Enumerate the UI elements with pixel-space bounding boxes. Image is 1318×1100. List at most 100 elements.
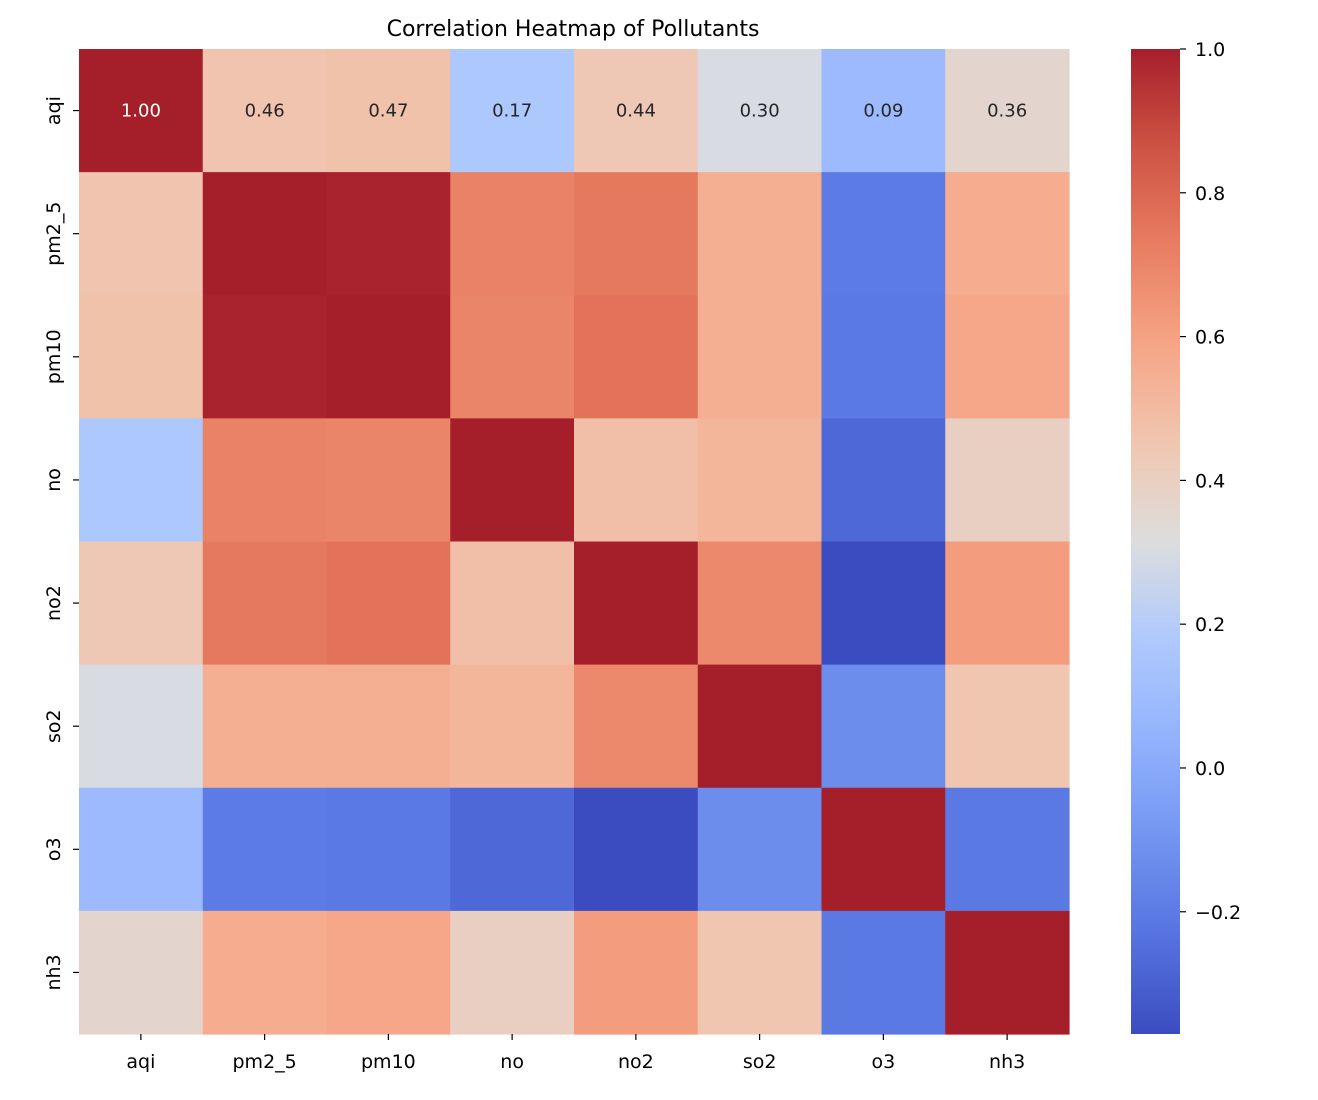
heatmap-cell-aqi-no2 xyxy=(574,49,699,173)
x-tick-label: o3 xyxy=(872,1051,896,1073)
heatmap-cell-no-so2 xyxy=(697,418,823,543)
cell-annotations: 1.00 0.46 0.47 0.17 0.44 0.30 0.09 0.36 xyxy=(121,101,1027,122)
heatmap-cell-pm10-o3 xyxy=(821,295,946,419)
x-tick-label: no xyxy=(500,1051,524,1073)
heatmap-cell-pm2_5-pm10 xyxy=(326,172,451,296)
heatmap-cell-pm2_5-o3 xyxy=(821,172,946,296)
heatmap-cell-pm10-so2 xyxy=(697,295,823,419)
cell-value-label: 0.09 xyxy=(863,101,903,122)
cell-value-label: 0.46 xyxy=(245,101,285,122)
heatmap-cell-pm10-no xyxy=(450,295,575,419)
heatmap-cell-o3-nh3 xyxy=(945,787,1070,912)
heatmap-cell-pm2_5-aqi xyxy=(79,172,204,296)
heatmap-cell-pm2_5-pm2_5 xyxy=(202,172,328,296)
x-tick-label: pm10 xyxy=(361,1051,416,1073)
y-axis: aqi pm2_5 pm10 no no2 so2 o3 nh3 xyxy=(43,96,79,991)
heatmap-cell-o3-pm10 xyxy=(326,787,451,912)
colorbar-gradient xyxy=(1131,49,1180,1034)
heatmap-cell-o3-so2 xyxy=(697,787,823,912)
heatmap-cell-nh3-pm10 xyxy=(326,910,451,1035)
heatmap-cell-pm2_5-nh3 xyxy=(945,172,1070,296)
heatmap-cell-aqi-nh3 xyxy=(945,49,1070,173)
x-tick-label: aqi xyxy=(126,1051,155,1073)
colorbar-tick-label: 1.0 xyxy=(1195,39,1225,61)
heatmap-cell-so2-aqi xyxy=(79,664,204,789)
heatmap-cell-no2-no2 xyxy=(574,541,699,666)
heatmap-cell-no-no xyxy=(450,418,575,543)
x-axis: aqi pm2_5 pm10 no no2 so2 o3 nh3 xyxy=(126,1034,1025,1073)
heatmap-cell-no2-so2 xyxy=(697,541,823,666)
heatmap-cell-nh3-o3 xyxy=(821,910,946,1035)
colorbar-tick-label: 0.6 xyxy=(1195,327,1225,349)
heatmap-cell-no2-pm2_5 xyxy=(202,541,328,666)
heatmap-cell-o3-aqi xyxy=(79,787,204,912)
colorbar-tick-label: 0.0 xyxy=(1195,758,1225,780)
heatmap-cell-nh3-so2 xyxy=(697,910,823,1035)
heatmap-cell-o3-no2 xyxy=(574,787,699,912)
heatmap-cell-so2-pm10 xyxy=(326,664,451,789)
heatmap-cell-no-pm2_5 xyxy=(202,418,328,543)
heatmap-cell-nh3-no xyxy=(450,910,575,1035)
cell-value-label: 0.17 xyxy=(492,101,532,122)
y-tick-label: pm2_5 xyxy=(43,202,65,266)
colorbar-tick-label: 0.8 xyxy=(1195,183,1225,205)
heatmap-cell-nh3-no2 xyxy=(574,910,699,1035)
heatmap-cell-aqi-pm2_5 xyxy=(202,49,328,173)
heatmap-cell-no-pm10 xyxy=(326,418,451,543)
x-tick-label: so2 xyxy=(743,1051,777,1073)
heatmap-cell-nh3-nh3 xyxy=(945,910,1070,1035)
heatmap-cell-no-nh3 xyxy=(945,418,1070,543)
cell-value-label: 0.44 xyxy=(616,101,656,122)
heatmap-cell-so2-no2 xyxy=(574,664,699,789)
cell-value-label: 0.30 xyxy=(740,101,780,122)
chart-title: Correlation Heatmap of Pollutants xyxy=(387,17,760,42)
colorbar-tick-label: 0.4 xyxy=(1195,470,1225,492)
heatmap-cell-pm10-no2 xyxy=(574,295,699,419)
heatmap-cell-no-o3 xyxy=(821,418,946,543)
heatmap-cell-aqi-aqi xyxy=(79,49,204,173)
heatmap-cell-aqi-so2 xyxy=(697,49,823,173)
heatmap-cell-no2-aqi xyxy=(79,541,204,666)
heatmap-cell-pm10-pm2_5 xyxy=(202,295,328,419)
heatmap-cell-no-aqi xyxy=(79,418,204,543)
cell-value-label: 0.47 xyxy=(368,101,408,122)
heatmap-cell-no2-pm10 xyxy=(326,541,451,666)
x-tick-label: no2 xyxy=(618,1051,654,1073)
y-tick-label: no2 xyxy=(43,585,65,621)
y-tick-label: aqi xyxy=(43,96,65,125)
heatmap-cell-no-no2 xyxy=(574,418,699,543)
cell-value-label: 0.36 xyxy=(987,101,1027,122)
heatmap-cell-so2-no xyxy=(450,664,575,789)
heatmap-cell-aqi-pm10 xyxy=(326,49,451,173)
heatmap-cell-pm10-pm10 xyxy=(326,295,451,419)
x-tick-label: pm2_5 xyxy=(233,1051,297,1073)
heatmap-cell-so2-pm2_5 xyxy=(202,664,328,789)
heatmap-cells xyxy=(79,49,1070,1035)
heatmap-cell-pm2_5-no2 xyxy=(574,172,699,296)
heatmap-cell-pm10-aqi xyxy=(79,295,204,419)
colorbar-tick-label: −0.2 xyxy=(1195,902,1241,924)
heatmap-cell-o3-pm2_5 xyxy=(202,787,328,912)
cell-value-label: 1.00 xyxy=(121,101,161,122)
y-tick-label: pm10 xyxy=(43,329,65,384)
colorbar-tick-label: 0.2 xyxy=(1195,614,1225,636)
heatmap-cell-no2-o3 xyxy=(821,541,946,666)
heatmap-cell-no2-no xyxy=(450,541,575,666)
heatmap-cell-aqi-no xyxy=(450,49,575,173)
heatmap-cell-no2-nh3 xyxy=(945,541,1070,666)
heatmap-cell-so2-o3 xyxy=(821,664,946,789)
x-tick-label: nh3 xyxy=(989,1051,1025,1073)
heatmap-cell-aqi-o3 xyxy=(821,49,946,173)
heatmap-cell-pm2_5-no xyxy=(450,172,575,296)
y-tick-label: so2 xyxy=(43,709,65,743)
heatmap-cell-so2-nh3 xyxy=(945,664,1070,789)
y-tick-label: o3 xyxy=(43,837,65,861)
heatmap-cell-nh3-aqi xyxy=(79,910,204,1035)
heatmap-cell-o3-no xyxy=(450,787,575,912)
heatmap-cell-pm10-nh3 xyxy=(945,295,1070,419)
y-tick-label: no xyxy=(43,468,65,492)
heatmap-cell-o3-o3 xyxy=(821,787,946,912)
y-tick-label: nh3 xyxy=(43,954,65,990)
heatmap-cell-pm2_5-so2 xyxy=(697,172,823,296)
